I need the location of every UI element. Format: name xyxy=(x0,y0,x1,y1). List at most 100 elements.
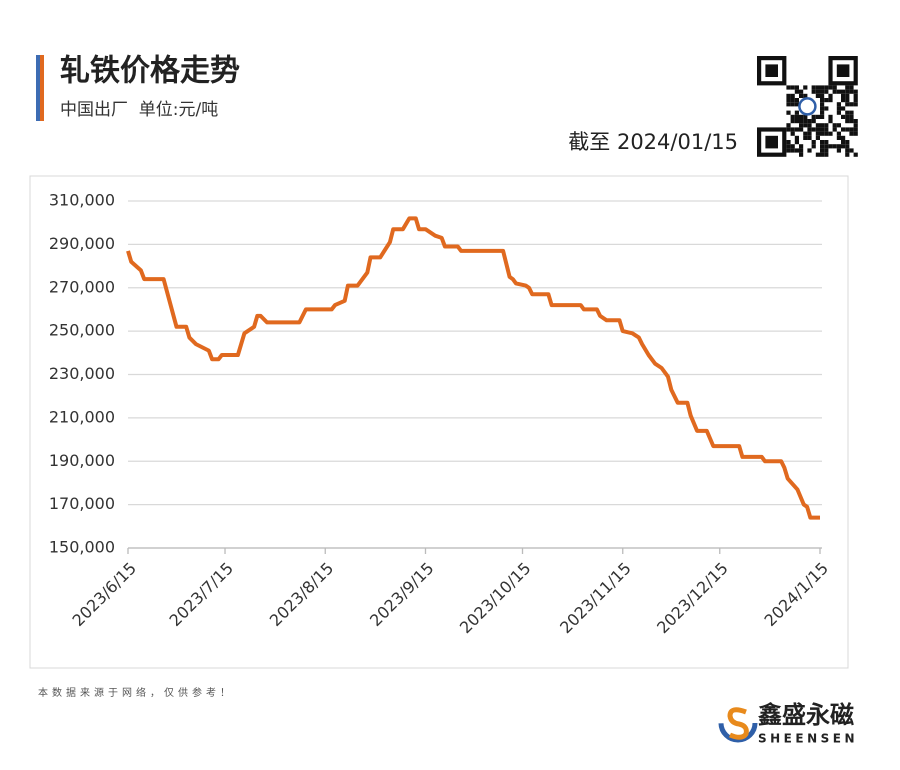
qr-cell xyxy=(832,85,837,90)
qr-cell xyxy=(828,85,833,90)
x-tick-label: 2023/11/15 xyxy=(556,559,635,638)
qr-finder xyxy=(756,55,787,86)
qr-finder xyxy=(756,127,787,157)
qr-cell xyxy=(845,102,850,107)
qr-cell xyxy=(803,119,808,124)
qr-cell xyxy=(841,89,846,94)
qr-cell xyxy=(849,127,854,132)
qr-cell xyxy=(794,119,799,124)
qr-cell xyxy=(828,144,833,149)
qr-cell xyxy=(815,93,820,98)
x-tick-label: 2024/1/15 xyxy=(761,559,832,630)
qr-cell xyxy=(786,102,791,107)
as-of-date: 截至 2024/01/15 xyxy=(568,130,738,154)
qr-cell xyxy=(820,106,825,111)
qr-cell xyxy=(811,114,816,119)
qr-cell xyxy=(853,131,858,136)
qr-cell xyxy=(803,85,808,90)
qr-cell xyxy=(803,135,808,140)
qr-cell xyxy=(799,93,804,98)
qr-cell xyxy=(815,135,820,140)
qr-cell xyxy=(794,98,799,103)
y-tick-label: 150,000 xyxy=(49,538,115,557)
qr-cell xyxy=(845,119,850,124)
x-tick-label: 2023/7/15 xyxy=(166,559,237,630)
qr-cell xyxy=(845,85,850,90)
qr-cell xyxy=(803,93,808,98)
y-tick-label: 190,000 xyxy=(49,451,115,470)
qr-cell xyxy=(803,114,808,119)
y-tick-label: 230,000 xyxy=(49,364,115,383)
qr-cell xyxy=(799,144,804,149)
qr-cell xyxy=(845,148,850,153)
qr-cell xyxy=(807,127,812,132)
subtitle: 中国出厂 单位:元/吨 xyxy=(60,100,218,120)
qr-cell xyxy=(824,85,829,90)
qr-code xyxy=(756,55,858,157)
qr-cell xyxy=(832,127,837,132)
qr-cell xyxy=(820,89,825,94)
qr-cell xyxy=(811,85,816,90)
y-tick-label: 290,000 xyxy=(49,234,115,253)
qr-cell xyxy=(845,98,850,103)
qr-cell xyxy=(790,85,795,90)
qr-cell xyxy=(836,135,841,140)
qr-logo xyxy=(798,97,817,116)
qr-cell xyxy=(824,152,829,157)
qr-finder xyxy=(765,135,778,149)
qr-cell xyxy=(820,152,825,157)
qr-finder xyxy=(836,64,850,77)
qr-cell xyxy=(853,119,858,124)
qr-cell xyxy=(853,89,858,94)
price-line xyxy=(126,216,820,520)
x-tick-label: 2023/10/15 xyxy=(456,559,535,638)
qr-cell xyxy=(832,144,837,149)
qr-cell xyxy=(794,140,799,145)
qr-cell xyxy=(828,98,833,103)
x-tick-label: 2023/12/15 xyxy=(653,559,732,638)
qr-cell xyxy=(849,85,854,90)
qr-cell xyxy=(820,148,825,153)
qr-cell xyxy=(845,89,850,94)
qr-cell xyxy=(836,110,841,115)
qr-finder xyxy=(765,64,778,77)
qr-cell xyxy=(815,131,820,136)
qr-cell xyxy=(811,144,816,149)
qr-cell xyxy=(794,89,799,94)
qr-cell xyxy=(820,114,825,119)
qr-cell xyxy=(786,85,791,90)
qr-cell xyxy=(841,140,846,145)
brand-en: SHEENSEN xyxy=(758,732,858,746)
brand: 鑫盛永磁 xyxy=(758,701,854,729)
qr-cell xyxy=(794,114,799,119)
qr-cell xyxy=(807,119,812,124)
qr-cell xyxy=(786,148,791,153)
qr-cell xyxy=(849,114,854,119)
qr-cell xyxy=(836,106,841,111)
qr-cell xyxy=(824,131,829,136)
qr-cell xyxy=(803,123,808,128)
logo-ring xyxy=(718,703,758,743)
qr-cell xyxy=(820,102,825,107)
qr-cell xyxy=(815,123,820,128)
qr-cell xyxy=(807,148,812,153)
qr-cell xyxy=(836,131,841,136)
qr-cell xyxy=(824,106,829,111)
x-tick-label: 2023/6/15 xyxy=(69,559,140,630)
qr-cell xyxy=(824,144,829,149)
qr-cell xyxy=(853,152,858,157)
qr-cell xyxy=(849,148,854,153)
qr-cell xyxy=(786,144,791,149)
qr-cell xyxy=(790,93,795,98)
qr-cell xyxy=(799,119,804,124)
qr-cell xyxy=(790,131,795,136)
qr-cell xyxy=(790,114,795,119)
qr-cell xyxy=(820,93,825,98)
qr-cell xyxy=(828,119,833,124)
qr-cell xyxy=(845,93,850,98)
qr-cell xyxy=(845,110,850,115)
qr-cell xyxy=(820,144,825,149)
qr-cell xyxy=(807,135,812,140)
qr-cell xyxy=(849,131,854,136)
qr-cell xyxy=(790,119,795,124)
